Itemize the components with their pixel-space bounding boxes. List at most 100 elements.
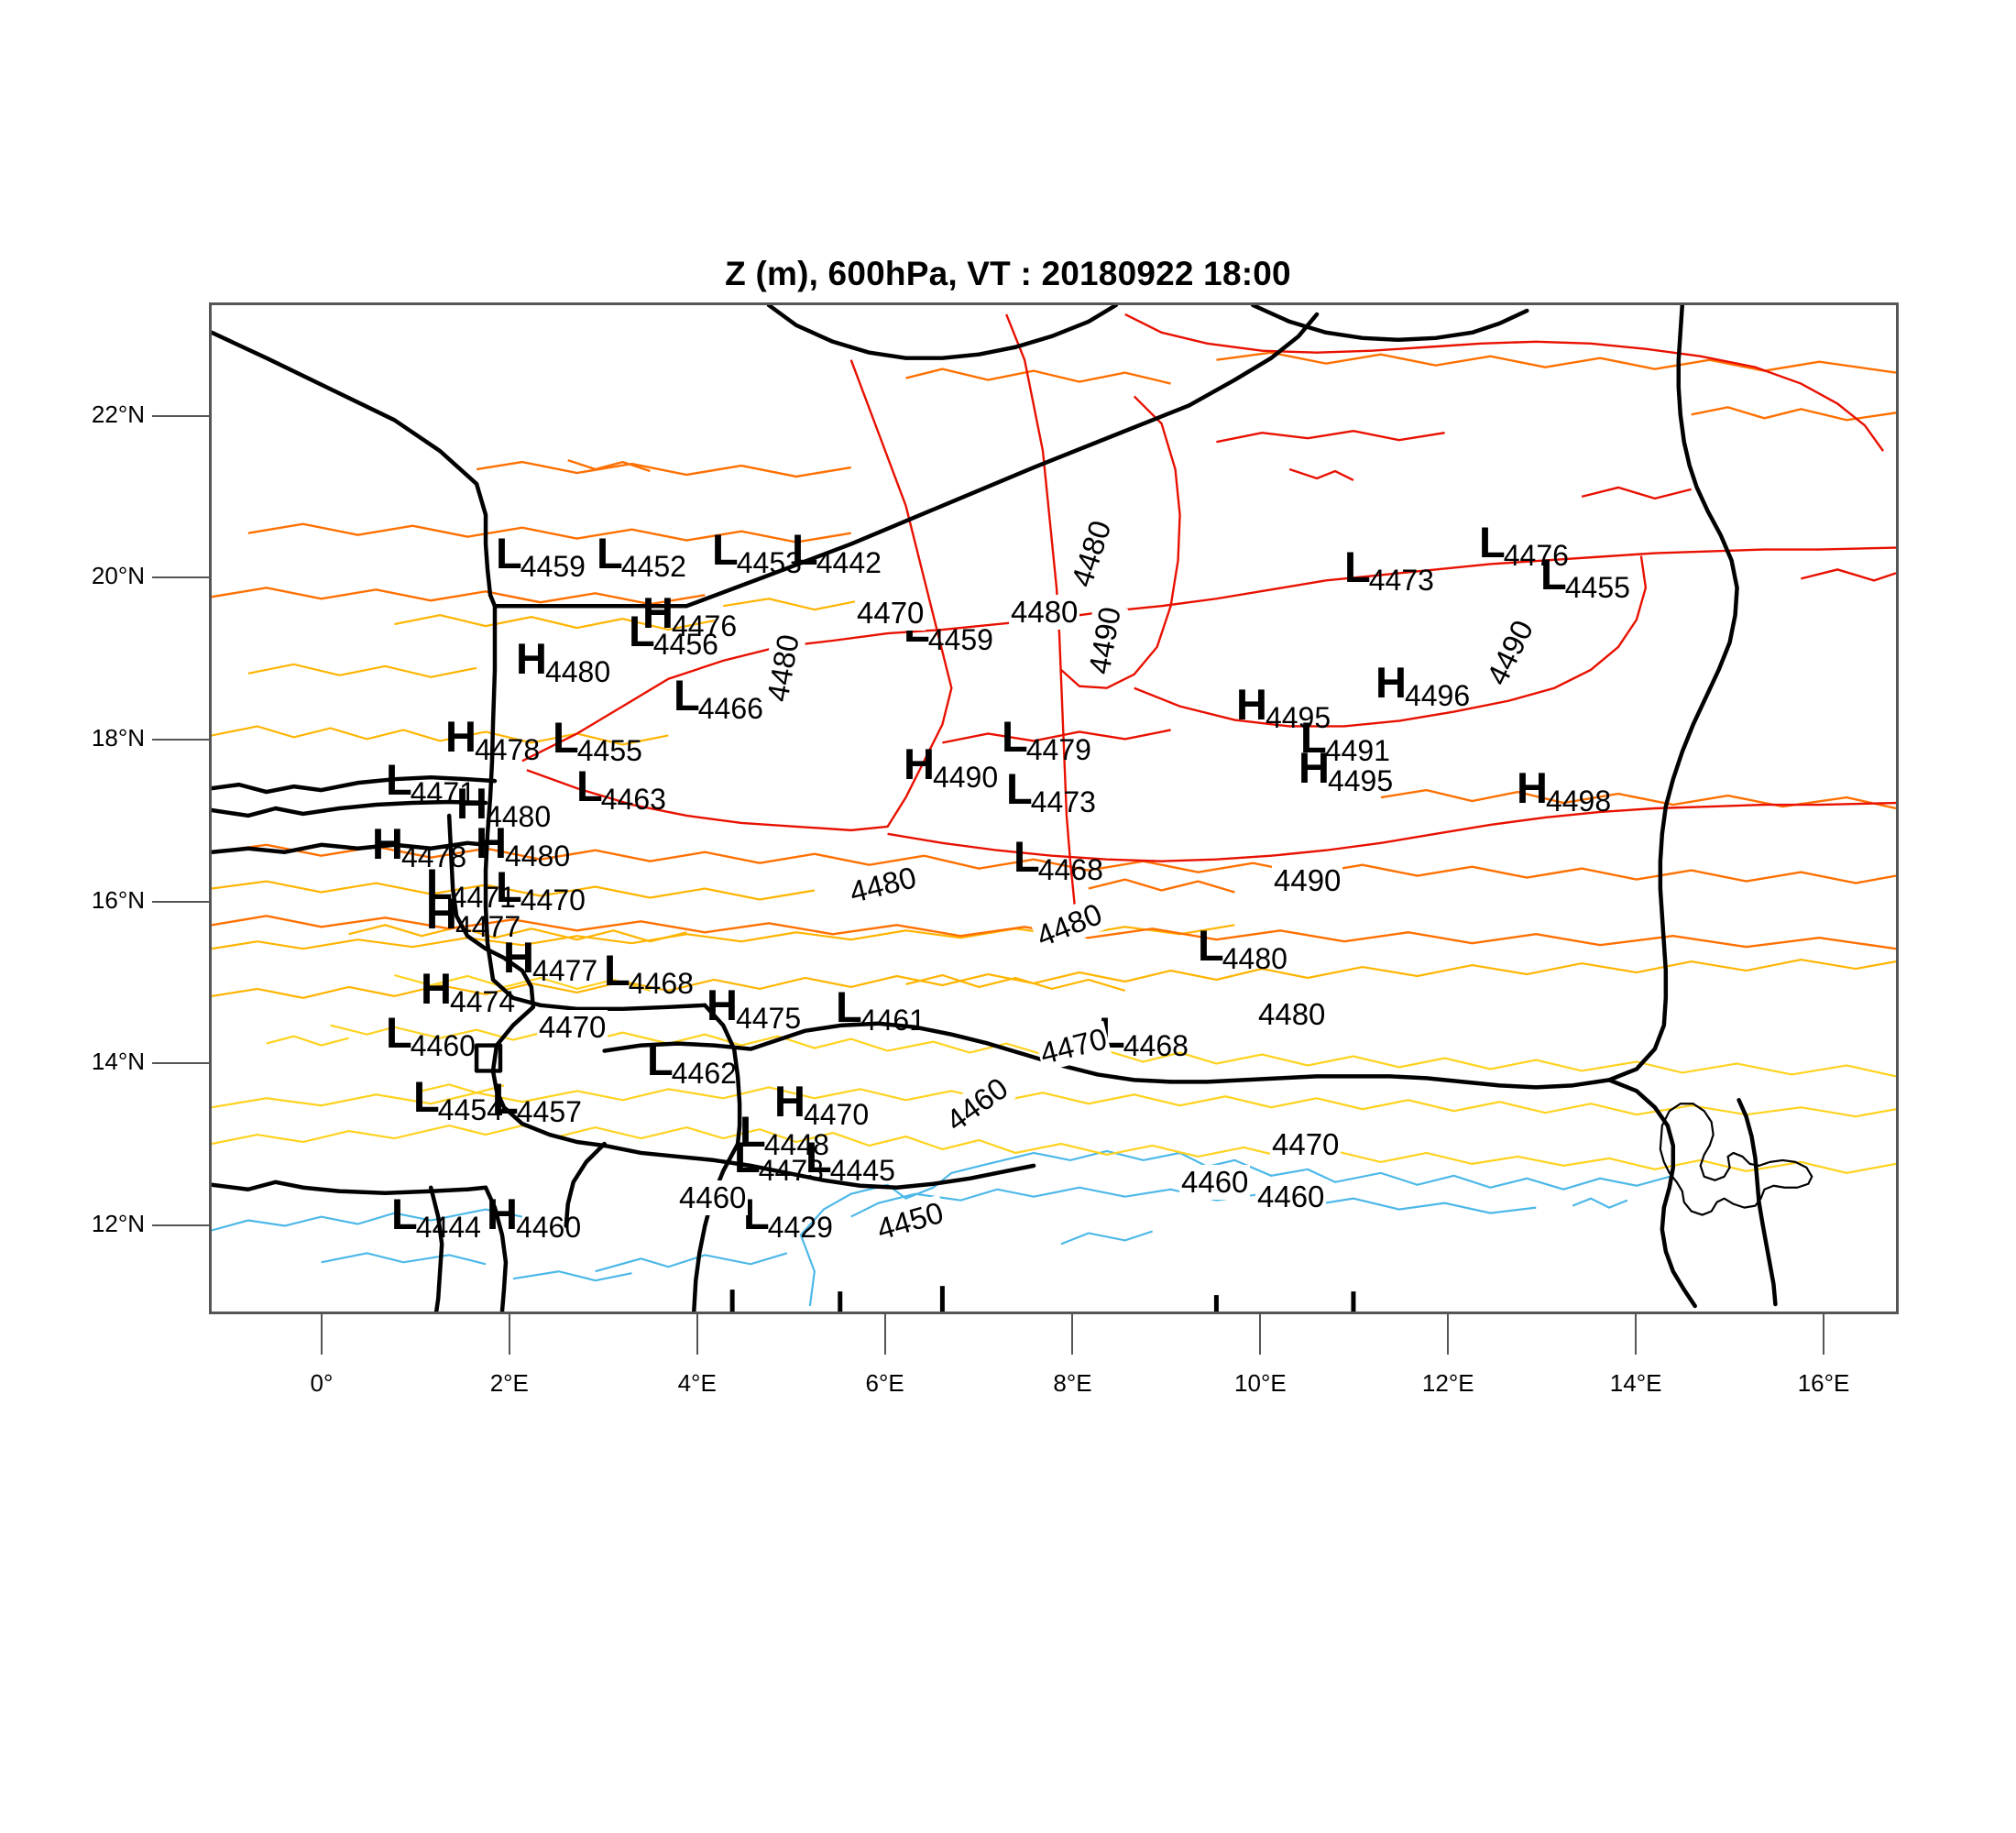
extremum-value: 4448 xyxy=(763,1128,829,1161)
extremum-value: 4460 xyxy=(410,1029,476,1062)
extremum-label-h-4477: H4477 xyxy=(503,933,599,985)
extremum-label-l-4448: L4448 xyxy=(740,1107,831,1159)
extremum-label-l-4445: L4445 xyxy=(805,1136,897,1185)
xtick-marks-inside xyxy=(729,1286,1356,1312)
extremum-value: 4457 xyxy=(516,1095,582,1128)
extremum-value: 4461 xyxy=(860,1004,926,1037)
extremum-label-l-4442: L4442 xyxy=(792,528,883,577)
coastline-and-borders xyxy=(212,305,1778,1312)
extremum-value: 4478 xyxy=(474,733,541,766)
contour-group-4460 xyxy=(212,973,1896,1174)
extremum-label-h-4480: H4480 xyxy=(456,779,553,831)
extremum-label-l-4476: L4476 xyxy=(1479,518,1571,570)
y-axis-tick-mark xyxy=(152,738,209,741)
extremum-label-l-4473: L4473 xyxy=(1006,764,1098,817)
extremum-value: 4470 xyxy=(803,1098,870,1131)
extremum-value: 4462 xyxy=(671,1057,737,1090)
extremum-label-h-4474: H4474 xyxy=(421,967,517,1016)
contour-value-label: 4460 xyxy=(677,1180,749,1215)
x-axis-tick-mark xyxy=(320,1314,323,1355)
extremum-value: 4480 xyxy=(1222,942,1287,975)
extremum-type: L xyxy=(1479,518,1506,566)
extremum-value: 4459 xyxy=(520,550,586,583)
map-plot-area: L4459 L4452 L4453 L4442 L4476 L4473 L4455 H4476… xyxy=(209,302,1899,1314)
extremum-label-l-4473: L4473 xyxy=(734,1133,826,1185)
contour-value-label: 4470 xyxy=(537,1010,608,1045)
extremum-type: H xyxy=(503,933,534,982)
extremum-value: 4476 xyxy=(671,609,738,642)
contour-value-label: 4490 xyxy=(1272,863,1343,898)
extremum-type: L xyxy=(553,713,579,762)
extremum-type: L xyxy=(734,1133,761,1181)
contour-value-label: 4460 xyxy=(1255,1180,1327,1214)
contour-group-4490 xyxy=(521,313,1896,907)
extremum-value: 4468 xyxy=(1037,853,1103,886)
extremum-label-l-4459: L4459 xyxy=(496,532,587,581)
extremum-type: L xyxy=(1013,832,1040,881)
extremum-type: H xyxy=(445,712,477,761)
extremum-value: 4476 xyxy=(1503,539,1569,572)
extremum-value: 4468 xyxy=(628,967,694,1000)
extremum-type: L xyxy=(496,862,522,911)
extremum-label-l-4480: L4480 xyxy=(1198,924,1289,973)
x-axis-tick-mark xyxy=(508,1314,510,1355)
extremum-label-l-4457: L4457 xyxy=(492,1074,584,1126)
extremum-value: 4471 xyxy=(450,881,516,914)
x-axis-tick-label: 14°E xyxy=(1609,1369,1662,1397)
extremum-value: 4496 xyxy=(1404,679,1471,712)
extremum-label-l-4466: L4466 xyxy=(674,671,765,723)
extremum-label-l-4429: L4429 xyxy=(743,1192,835,1242)
extremum-value: 4480 xyxy=(544,655,611,688)
extremum-type: L xyxy=(1006,764,1033,813)
extremum-type: L xyxy=(740,1107,766,1156)
x-axis-tick-mark xyxy=(1071,1314,1074,1355)
x-axis-tick-label: 6°E xyxy=(865,1369,904,1397)
extremum-type: H xyxy=(426,889,457,938)
contour-value-label: 4480 xyxy=(1009,595,1080,630)
extremum-label-l-4468: L4468 xyxy=(1099,1011,1190,1060)
contour-value-label: 4470 xyxy=(855,596,926,631)
x-axis-tick-mark xyxy=(696,1314,698,1355)
extremum-type: L xyxy=(597,529,623,577)
extremum-label-l-4452: L4452 xyxy=(597,529,688,581)
y-axis-tick-mark xyxy=(152,900,209,903)
extremum-type: L xyxy=(492,1074,519,1123)
extremum-label-h-4495: H4495 xyxy=(1298,746,1395,796)
extremum-label-l-4471: L4471 xyxy=(426,862,518,912)
extremum-type: H xyxy=(456,779,488,828)
extremum-label-l-4491: L4491 xyxy=(1300,713,1392,765)
extremum-label-h-4476: H4476 xyxy=(642,591,739,641)
extremum-value: 4477 xyxy=(455,910,521,943)
extremum-label-l-4471: L4471 xyxy=(386,758,477,807)
extremum-label-l-4456: L4456 xyxy=(629,609,720,659)
extremum-label-h-4470: H4470 xyxy=(774,1080,871,1129)
x-axis-tick-mark xyxy=(1447,1314,1450,1355)
extremum-value: 4473 xyxy=(758,1154,824,1187)
extremum-value: 4470 xyxy=(520,884,586,916)
extremum-value: 4475 xyxy=(735,1002,802,1035)
x-axis-tick-label: 16°E xyxy=(1797,1369,1850,1397)
extremum-type: L xyxy=(674,671,700,719)
x-axis-tick-label: 12°E xyxy=(1421,1369,1474,1397)
extremum-type: L xyxy=(604,946,630,994)
extremum-value: 4463 xyxy=(600,783,666,816)
extremum-label-h-4495: H4495 xyxy=(1236,683,1332,732)
extremum-value: 4466 xyxy=(697,692,763,725)
x-axis-tick-mark xyxy=(1823,1314,1825,1355)
extremum-value: 4480 xyxy=(504,840,571,873)
extremum-value: 4480 xyxy=(485,800,552,833)
extremum-value: 4477 xyxy=(531,954,598,987)
extremum-label-l-4454: L4454 xyxy=(413,1075,505,1125)
extremum-value: 4460 xyxy=(515,1211,582,1244)
extremum-value: 4474 xyxy=(449,985,516,1018)
extremum-value: 4455 xyxy=(1564,571,1630,604)
extremum-type: L xyxy=(1344,543,1371,591)
extremum-type: L xyxy=(836,982,862,1031)
extremum-type: L xyxy=(1300,713,1327,762)
extremum-value: 4495 xyxy=(1327,764,1394,797)
extremum-label-h-4460: H4460 xyxy=(487,1192,583,1242)
y-axis-tick-label: 18°N xyxy=(91,723,145,752)
extremum-label-h-4496: H4496 xyxy=(1375,661,1472,710)
extremum-type: L xyxy=(647,1036,674,1084)
